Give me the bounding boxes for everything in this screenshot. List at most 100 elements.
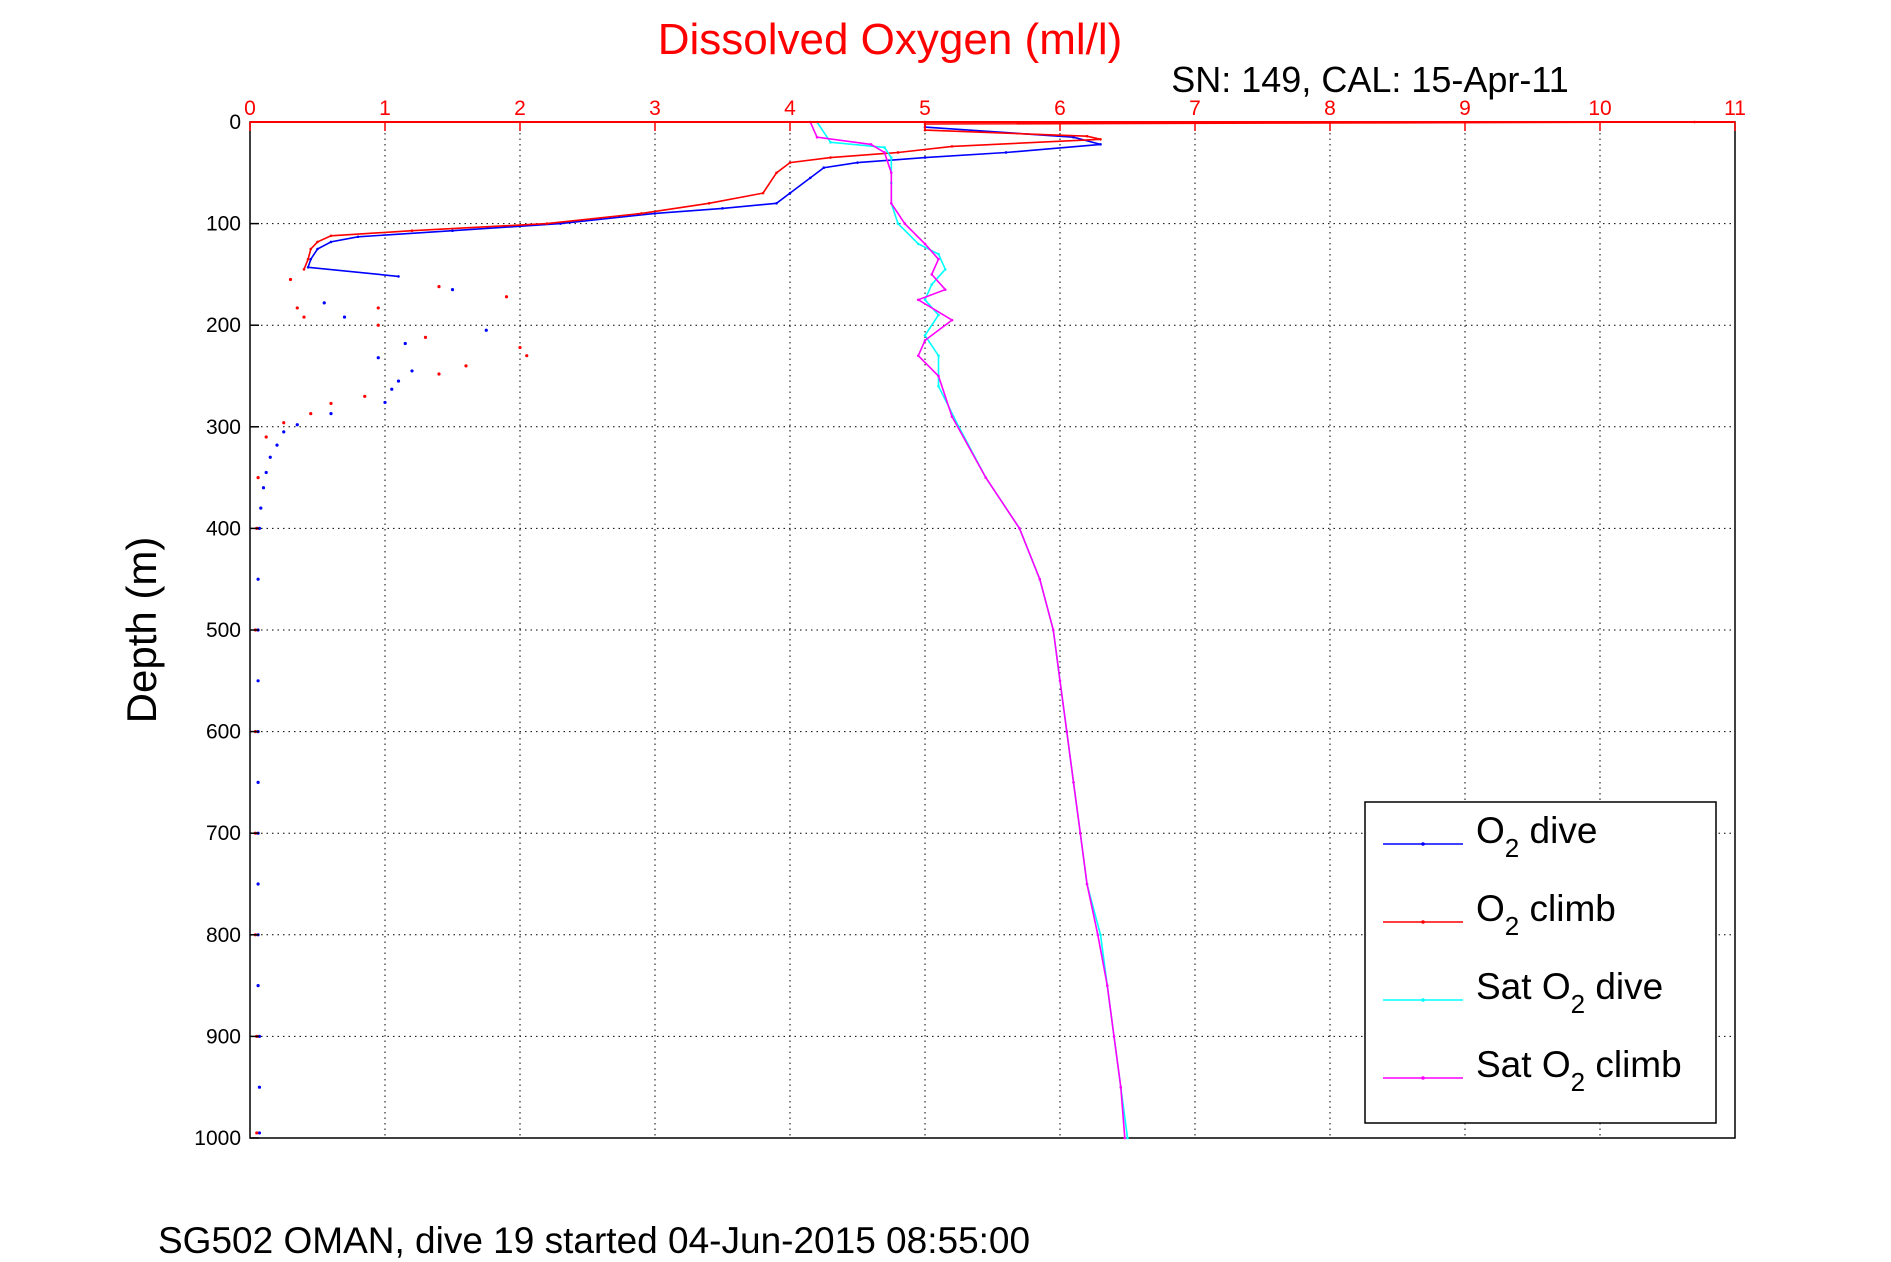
data-point [1099,137,1102,141]
y-tick-label: 200 [206,314,241,337]
legend: O2 dive O2 climb Sat O2 dive Sat O2 clim… [1364,801,1717,1124]
data-point [1126,1136,1129,1140]
data-point [268,455,272,459]
data-point [302,315,306,319]
data-point [383,400,387,405]
data-point [322,301,326,305]
data-point [889,201,893,205]
data-point [1065,730,1069,733]
data-point [288,277,293,282]
data-point [316,240,319,244]
data-point [256,679,260,683]
data-point [329,240,333,244]
legend-label-sat-o2-dive: Sat O2 dive [1476,966,1663,1019]
y-axis-label: Depth (m) [118,537,165,724]
data-point [363,394,367,398]
series-line [303,121,1695,270]
y-tick-label: 1000 [194,1127,241,1150]
data-point [923,298,927,302]
data-point [903,222,907,225]
data-point [775,201,778,205]
x-tick-label: 9 [1459,97,1471,120]
data-point [937,313,940,317]
data-point [937,257,940,261]
series-o2-dive-scatter [256,288,488,1135]
data-point [261,486,266,490]
data-point [1099,933,1102,937]
data-point [896,151,900,154]
data-point [257,1085,262,1089]
data-point [883,146,886,149]
data-point [518,345,522,350]
data-point [396,379,401,383]
data-point [309,247,313,251]
data-point [808,176,812,180]
data-point [1078,831,1082,835]
y-tick-label: 400 [206,517,241,540]
data-point [1004,151,1008,154]
data-point [761,191,765,195]
data-point [829,156,832,159]
data-point [1072,781,1075,784]
data-point [257,526,262,531]
data-point [943,268,947,271]
data-point [788,191,792,195]
data-point [306,257,310,261]
data-point [883,151,886,154]
data-point [923,334,927,337]
legend-marker-sat-o2-dive [1421,998,1425,1002]
data-point [1038,577,1042,581]
data-point [1112,1035,1116,1038]
data-point [342,315,347,319]
x-tick-label: 1 [379,97,391,120]
y-tick-label: 700 [206,822,241,845]
data-point [916,298,920,302]
data-point [255,1131,259,1135]
legend-marker-o2-dive [1421,842,1425,846]
data-point [1058,679,1062,683]
data-point [1072,135,1075,139]
data-point [437,372,441,376]
data-point [950,318,954,322]
data-point [930,283,934,286]
data-point [329,401,333,406]
data-point [896,222,900,225]
data-point [306,265,310,269]
data-point [257,1131,262,1135]
data-point [721,207,724,210]
data-point [264,435,268,439]
data-point [707,201,711,205]
x-tick-label: 10 [1588,97,1611,120]
data-point [376,323,380,327]
y-axis-ticks: 0 100 200 300 400 500 600 700 800 900 1000 [194,111,259,1150]
x-tick-label: 4 [784,97,796,120]
legend-label-o2-climb: O2 climb [1476,888,1616,941]
data-point [256,882,260,886]
x-axis-ticks: 0 1 2 3 4 5 6 7 8 9 10 11 [244,97,1746,131]
y-tick-label: 800 [206,924,241,947]
data-point [256,577,260,581]
x-tick-label: 0 [244,97,256,120]
series-o2-climb-scatter [253,277,529,1135]
data-point [410,229,414,233]
data-point [264,470,268,475]
data-point [256,780,260,785]
data-point [525,354,529,358]
y-tick-label: 900 [206,1025,241,1048]
data-point [916,354,920,357]
data-point [423,335,428,339]
data-point [376,356,380,360]
data-point [376,306,380,310]
data-point [775,171,778,175]
legend-marker-sat-o2-climb [1421,1076,1425,1080]
legend-marker-o2-climb [1421,920,1425,924]
x-tick-label: 7 [1189,97,1201,120]
data-point [316,247,319,251]
data-point [869,143,873,146]
data-point [403,341,407,346]
data-point [829,141,832,144]
data-point [1096,933,1100,937]
y-tick-label: 600 [206,721,241,744]
series-o2-dive [306,120,1102,278]
